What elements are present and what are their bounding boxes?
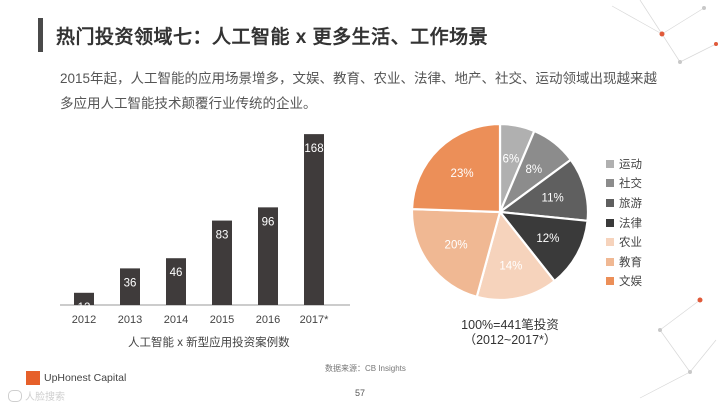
- legend-item: 旅游: [606, 193, 642, 213]
- bar-value-label: 83: [216, 230, 229, 242]
- legend-swatch: [606, 198, 614, 207]
- legend-swatch: [606, 218, 614, 227]
- legend-label: 文娱: [619, 276, 642, 289]
- bar-value-label: 168: [304, 143, 323, 155]
- legend-item: 法律: [606, 213, 642, 233]
- legend-label: 农业: [619, 237, 642, 250]
- x-tick-label: 2014: [164, 314, 188, 326]
- x-tick-label: 2012: [72, 314, 96, 326]
- pie-slice-label: 23%: [451, 168, 474, 180]
- pie-slice: [410, 207, 502, 299]
- legend-swatch: [606, 257, 614, 266]
- network-node: [658, 328, 662, 332]
- logo-mark-icon: [26, 371, 40, 385]
- pie-chart: 6% 8% 11% 12% 14% 20% 23%: [410, 122, 590, 302]
- pie-slice-label: 8%: [526, 164, 543, 176]
- pie-slice: [410, 122, 502, 214]
- legend-label: 法律: [619, 217, 642, 230]
- legend-item: 社交: [606, 174, 642, 194]
- pie-total-subtitle: （2012~2017*）: [463, 333, 557, 347]
- bar: [212, 220, 232, 305]
- page-number: 57: [355, 388, 366, 398]
- bar-value-label: 96: [262, 216, 275, 228]
- watermark: 人脸搜索: [8, 388, 65, 403]
- company-logo: UpHonest Capital: [26, 371, 126, 385]
- pie-slice-label: 11%: [542, 193, 564, 205]
- legend-item: 运动: [606, 154, 642, 174]
- legend-label: 旅游: [619, 197, 642, 210]
- x-tick-label: 2016: [256, 314, 280, 326]
- pie-slice: [497, 158, 590, 223]
- description-text: 2015年起，人工智能的应用场景增多，文娱、教育、农业、法律、地产、社交、运动领…: [60, 71, 658, 111]
- pie-slice-label: 6%: [503, 154, 520, 166]
- network-node: [702, 6, 706, 10]
- bar: [120, 268, 140, 305]
- legend-swatch: [606, 238, 614, 247]
- legend-label: 教育: [619, 256, 642, 269]
- source-note: 数据来源：CB Insights: [325, 364, 406, 373]
- x-tick-label: 2017*: [300, 314, 329, 326]
- x-tick-label: 2015: [210, 314, 234, 326]
- legend-swatch: [606, 277, 614, 286]
- legend-item: 文娱: [606, 272, 642, 292]
- bar-value-label: 36: [124, 277, 137, 289]
- legend-swatch: [606, 179, 614, 188]
- watermark-text: 人脸搜索: [25, 392, 65, 403]
- page-title: 热门投资领域七：人工智能 x 更多生活、工作场景: [56, 27, 489, 48]
- bar: [166, 258, 186, 305]
- network-node: [697, 297, 703, 303]
- logo-text: UpHonest Capital: [44, 372, 127, 384]
- bar: [258, 207, 278, 305]
- pie-slice: [497, 210, 589, 283]
- watermark-icon: [8, 389, 22, 402]
- network-node: [688, 370, 692, 374]
- bar-value-label: 12: [78, 302, 91, 314]
- legend-swatch: [606, 159, 614, 168]
- bar-chart-title: 人工智能 x 新型应用投资案例数: [128, 337, 290, 349]
- legend-label: 运动: [619, 158, 642, 171]
- bar: [74, 292, 94, 305]
- pie-slice-label: 14%: [499, 260, 522, 272]
- network-node: [714, 42, 718, 46]
- pie-legend: 运动社交旅游法律农业教育文娱: [606, 154, 642, 291]
- legend-item: 教育: [606, 252, 642, 272]
- title-accent-bar: [38, 18, 43, 52]
- legend-item: 农业: [606, 232, 642, 252]
- bar-value-label: 46: [170, 267, 183, 279]
- bar: [304, 134, 324, 305]
- legend-label: 社交: [619, 178, 642, 191]
- network-node: [678, 60, 682, 64]
- x-tick-label: 2013: [118, 314, 142, 326]
- pie-total: 100%=441笔投资 （2012~2017*）: [455, 318, 565, 348]
- pie-total-title: 100%=441笔投资: [461, 318, 559, 332]
- pie-slice: [475, 209, 557, 302]
- pie-slice-label: 12%: [536, 233, 559, 245]
- pie-slice-label: 20%: [445, 239, 468, 251]
- network-node: [659, 31, 665, 37]
